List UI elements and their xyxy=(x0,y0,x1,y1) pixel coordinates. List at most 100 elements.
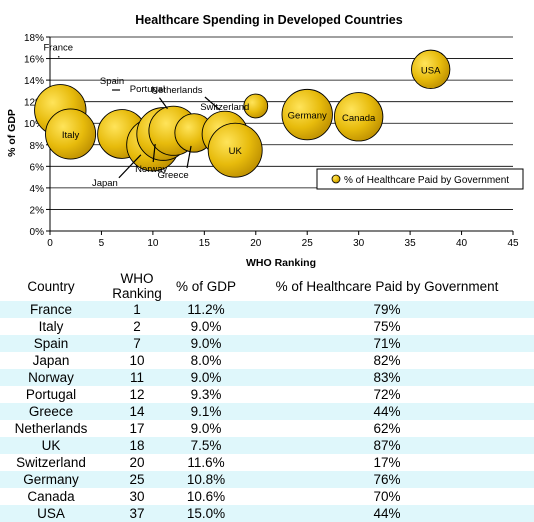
cell-who-ranking: 37 xyxy=(102,505,172,522)
cell-who-ranking: 14 xyxy=(102,403,172,420)
cell-gov-paid: 87% xyxy=(240,437,534,454)
table-row: Portugal 12 9.3% 72% xyxy=(0,386,534,403)
cell-who-ranking: 12 xyxy=(102,386,172,403)
bubble-label: Italy xyxy=(62,130,80,141)
legend: % of Healthcare Paid by Government xyxy=(316,168,524,190)
cell-who-ranking: 30 xyxy=(102,488,172,505)
bubble-germany xyxy=(281,88,333,141)
cell-gov-paid: 70% xyxy=(240,488,534,505)
x-tick-label: 40 xyxy=(456,238,468,249)
cell-who-ranking: 2 xyxy=(102,318,172,335)
cell-country: Germany xyxy=(0,471,102,488)
table-row: Canada 30 10.6% 70% xyxy=(0,488,534,505)
table-row: Italy 2 9.0% 75% xyxy=(0,318,534,335)
cell-gdp: 10.8% xyxy=(172,471,240,488)
cell-country: Italy xyxy=(0,318,102,335)
cell-gov-paid: 79% xyxy=(240,301,534,318)
x-axis-label: WHO Ranking xyxy=(246,257,316,269)
leader-line xyxy=(57,55,60,58)
cell-gov-paid: 72% xyxy=(240,386,534,403)
bubble-labels: France Italy Spain Japan Norway Portugal Greec… xyxy=(43,42,441,188)
cell-gov-paid: 44% xyxy=(240,505,534,522)
bubble-label: Germany xyxy=(288,111,327,122)
x-tick-label: 15 xyxy=(199,238,211,249)
cell-who-ranking: 20 xyxy=(102,454,172,471)
x-tick-label: 5 xyxy=(99,238,105,249)
x-tick-label: 35 xyxy=(405,238,417,249)
x-tick-label: 25 xyxy=(302,238,314,249)
cell-who-ranking: 25 xyxy=(102,471,172,488)
cell-gdp: 9.0% xyxy=(172,420,240,437)
cell-country: Switzerland xyxy=(0,454,102,471)
cell-gdp: 15.0% xyxy=(172,505,240,522)
leader-line xyxy=(186,145,192,169)
bubble-label: Netherlands xyxy=(151,85,202,96)
cell-country: Canada xyxy=(0,488,102,505)
bubble-canada xyxy=(333,92,384,142)
cell-gdp: 9.0% xyxy=(172,369,240,386)
cell-gov-paid: 75% xyxy=(240,318,534,335)
cell-gdp: 7.5% xyxy=(172,437,240,454)
y-axis-label: % of GDP xyxy=(6,109,18,157)
cell-gov-paid: 44% xyxy=(240,403,534,420)
y-tick-label: 6% xyxy=(30,162,45,173)
table-header-row: Country WHO Ranking % of GDP % of Health… xyxy=(0,271,534,301)
bubble-label: Portugal xyxy=(130,84,165,95)
y-tick-label: 2% xyxy=(30,205,45,216)
leader-lines xyxy=(57,55,221,179)
cell-gdp: 11.2% xyxy=(172,301,240,318)
cell-gov-paid: 71% xyxy=(240,335,534,352)
leader-line xyxy=(204,96,221,111)
legend-box xyxy=(316,168,524,190)
y-tick-label: 12% xyxy=(24,98,44,109)
bubble-series xyxy=(34,49,451,178)
bubble-chart: Healthcare Spending in Developed Countri… xyxy=(6,13,524,269)
header-who-ranking: WHO Ranking xyxy=(102,271,172,301)
y-tick-label: 18% xyxy=(24,33,44,44)
cell-country: Greece xyxy=(0,403,102,420)
cell-country: UK xyxy=(0,437,102,454)
bubble-uk xyxy=(207,122,263,178)
bubble-label: Canada xyxy=(342,113,376,124)
table-row: Greece 14 9.1% 44% xyxy=(0,403,534,420)
y-tick-label: 16% xyxy=(24,55,44,66)
tick-labels: 0% 2% 4% 6% 8% 10% 12% 14% 16% 18% 0 5 10 15 20 25 30 35 4… xyxy=(24,33,519,249)
table-row: USA 37 15.0% 44% xyxy=(0,505,534,522)
cell-who-ranking: 18 xyxy=(102,437,172,454)
bubble-switzerland xyxy=(243,93,269,119)
cell-country: Netherlands xyxy=(0,420,102,437)
cell-who-ranking: 1 xyxy=(102,301,172,318)
cell-gov-paid: 17% xyxy=(240,454,534,471)
y-tick-label: 10% xyxy=(24,119,44,130)
header-gdp: % of GDP xyxy=(172,271,240,301)
leader-line xyxy=(118,154,142,179)
bubble-label: Norway xyxy=(135,164,167,175)
header-gov-paid: % of Healthcare Paid by Government xyxy=(240,271,534,301)
cell-gdp: 11.6% xyxy=(172,454,240,471)
cell-who-ranking: 17 xyxy=(102,420,172,437)
bubble-label: France xyxy=(43,42,73,53)
bubble-label: USA xyxy=(421,65,441,76)
bubble-label: Switzerland xyxy=(200,102,249,113)
bubble-label: Japan xyxy=(92,178,118,189)
chart-container: Healthcare Spending in Developed Countri… xyxy=(6,13,524,269)
cell-gdp: 9.3% xyxy=(172,386,240,403)
cell-country: Japan xyxy=(0,352,102,369)
y-tick-label: 8% xyxy=(30,141,45,152)
bubble-usa xyxy=(411,49,451,89)
cell-who-ranking: 11 xyxy=(102,369,172,386)
y-tick-label: 0% xyxy=(30,227,45,238)
cell-gdp: 9.0% xyxy=(172,335,240,352)
bubble-label: Greece xyxy=(157,170,188,181)
cell-gov-paid: 62% xyxy=(240,420,534,437)
cell-gdp: 8.0% xyxy=(172,352,240,369)
x-tick-label: 0 xyxy=(47,238,53,249)
cell-who-ranking: 7 xyxy=(102,335,172,352)
data-table-container: Country WHO Ranking % of GDP % of Health… xyxy=(0,271,534,522)
cell-gdp: 10.6% xyxy=(172,488,240,505)
table-row: France 1 11.2% 79% xyxy=(0,301,534,318)
table-row: Germany 25 10.8% 76% xyxy=(0,471,534,488)
table-row: Norway 11 9.0% 83% xyxy=(0,369,534,386)
legend-marker xyxy=(331,174,341,184)
table-row: UK 18 7.5% 87% xyxy=(0,437,534,454)
